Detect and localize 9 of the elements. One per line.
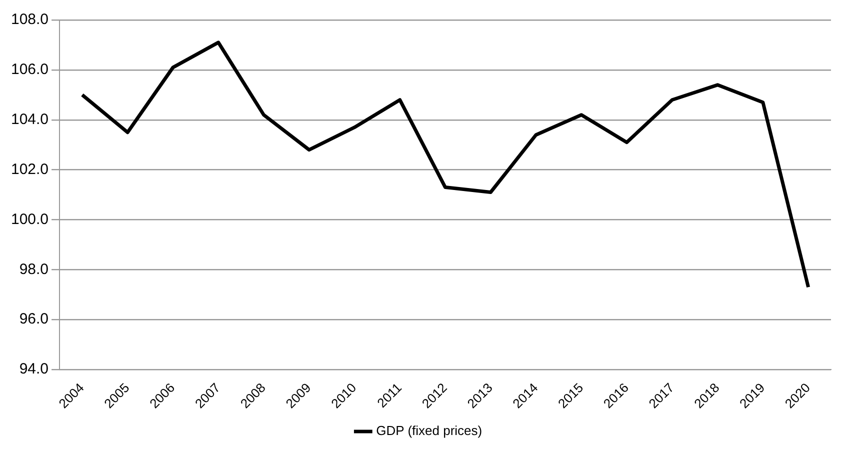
y-tick-label: 104.0 bbox=[10, 111, 49, 128]
y-tick-label: 98.0 bbox=[19, 260, 49, 278]
y-tick-label: 106.0 bbox=[10, 61, 49, 78]
legend-label: GDP (fixed prices) bbox=[376, 423, 482, 438]
y-tick-label: 108.0 bbox=[10, 11, 49, 28]
y-tick-label: 94.0 bbox=[19, 360, 49, 378]
y-tick-label: 96.0 bbox=[19, 310, 49, 328]
y-tick-label: 100.0 bbox=[10, 210, 49, 228]
y-tick-label: 102.0 bbox=[10, 160, 49, 178]
